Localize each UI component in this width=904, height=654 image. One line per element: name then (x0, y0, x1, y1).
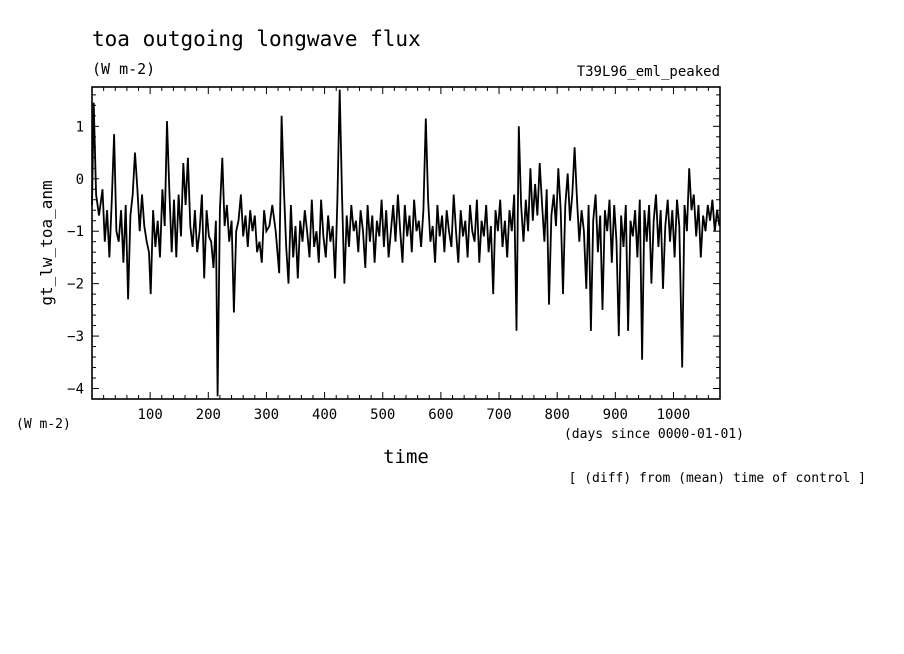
x-tick-label: 700 (486, 407, 511, 423)
x-tick-label: 100 (137, 407, 162, 423)
x-tick-label: 600 (428, 407, 453, 423)
x-tick-label: 500 (370, 407, 395, 423)
x-tick-label: 900 (603, 407, 628, 423)
plot-area: 100 200 300 400 500 600 700 800 900 1000 1 0 −1 −2 −3 −… (67, 86, 721, 423)
comparison-note: [ (diff) from (mean) time of control ] (569, 471, 866, 486)
y-tick-label: 1 (76, 119, 84, 135)
x-tick-label: 800 (545, 407, 570, 423)
plot-frame (91, 86, 721, 400)
series-line (91, 89, 721, 397)
x-axis-label: time (383, 446, 429, 468)
y-tick-label: 0 (76, 172, 84, 188)
y-axis-units: (W m-2) (16, 417, 71, 432)
x-tick-label: 400 (312, 407, 337, 423)
axis-tick-labels: 100 200 300 400 500 600 700 800 900 1000 1 0 −1 −2 −3 −… (67, 119, 690, 423)
x-tick-label: 200 (196, 407, 221, 423)
y-tick-label: −4 (67, 382, 84, 398)
experiment-label: T39L96_eml_peaked (577, 64, 720, 80)
y-tick-label: −1 (67, 224, 84, 240)
title-units: (W m-2) (92, 60, 155, 78)
y-tick-label: −3 (67, 329, 84, 345)
y-axis-label: gt_lw_toa_anm (37, 180, 56, 305)
x-tick-label: 1000 (657, 407, 691, 423)
chart-title: toa outgoing longwave flux (92, 27, 421, 51)
x-tick-label: 300 (254, 407, 279, 423)
x-axis-units: (days since 0000-01-01) (564, 427, 744, 442)
y-tick-label: −2 (67, 277, 84, 293)
data-series (91, 89, 721, 397)
